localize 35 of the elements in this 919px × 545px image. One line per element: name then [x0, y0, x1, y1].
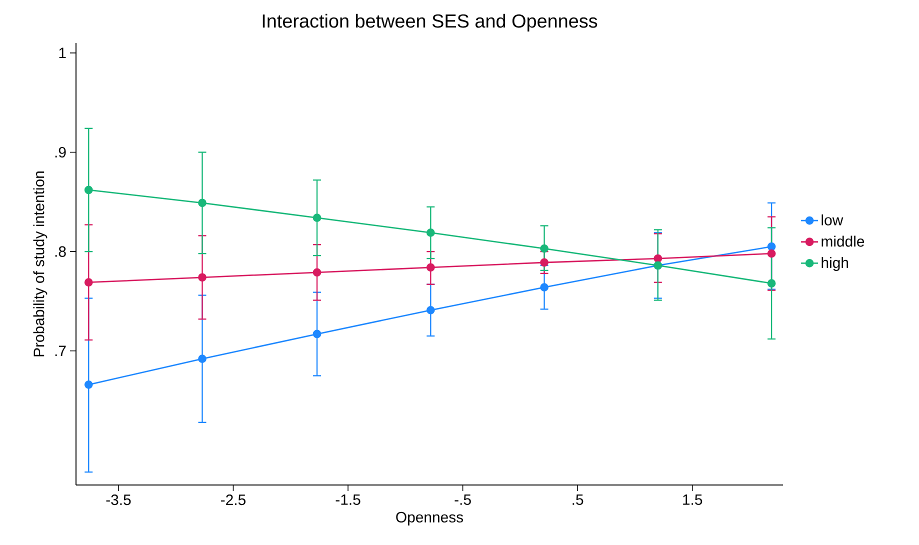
x-tick-label: -3.5: [106, 494, 131, 506]
point: [654, 254, 662, 263]
point: [312, 214, 322, 222]
x-tick-label: -1.5: [336, 494, 360, 505]
x-axis-title: Openness: [396, 512, 464, 526]
x-tick-label: -.5: [454, 494, 471, 505]
x-tick-label: -2.5: [221, 494, 246, 506]
y-tick-label: .9: [55, 146, 66, 158]
point: [84, 186, 93, 194]
point: [540, 283, 548, 292]
point: [426, 306, 435, 314]
point: [767, 279, 776, 288]
point: [84, 380, 93, 389]
point: [540, 258, 548, 267]
point: [426, 228, 435, 237]
y-tick-label: .8: [55, 246, 66, 257]
y-tick-label: 1: [59, 48, 66, 58]
point: [312, 268, 322, 277]
legend-label: low: [822, 214, 844, 226]
point: [767, 249, 776, 258]
legend-label: middle: [822, 236, 864, 247]
y-tick-label: .7: [55, 346, 66, 356]
point: [312, 330, 322, 338]
x-tick-label: .5: [572, 494, 584, 505]
point: [198, 198, 206, 208]
chart-title: Interaction between SES and Openness: [262, 14, 598, 32]
point: [198, 273, 206, 282]
point: [426, 263, 435, 272]
point: [198, 354, 206, 364]
x-tick-label: 1.5: [683, 494, 702, 505]
legend-label: high: [822, 257, 848, 271]
y-axis-title: Probability of study intention: [33, 172, 48, 356]
point: [84, 278, 93, 287]
point: [540, 244, 548, 253]
point: [767, 242, 776, 251]
